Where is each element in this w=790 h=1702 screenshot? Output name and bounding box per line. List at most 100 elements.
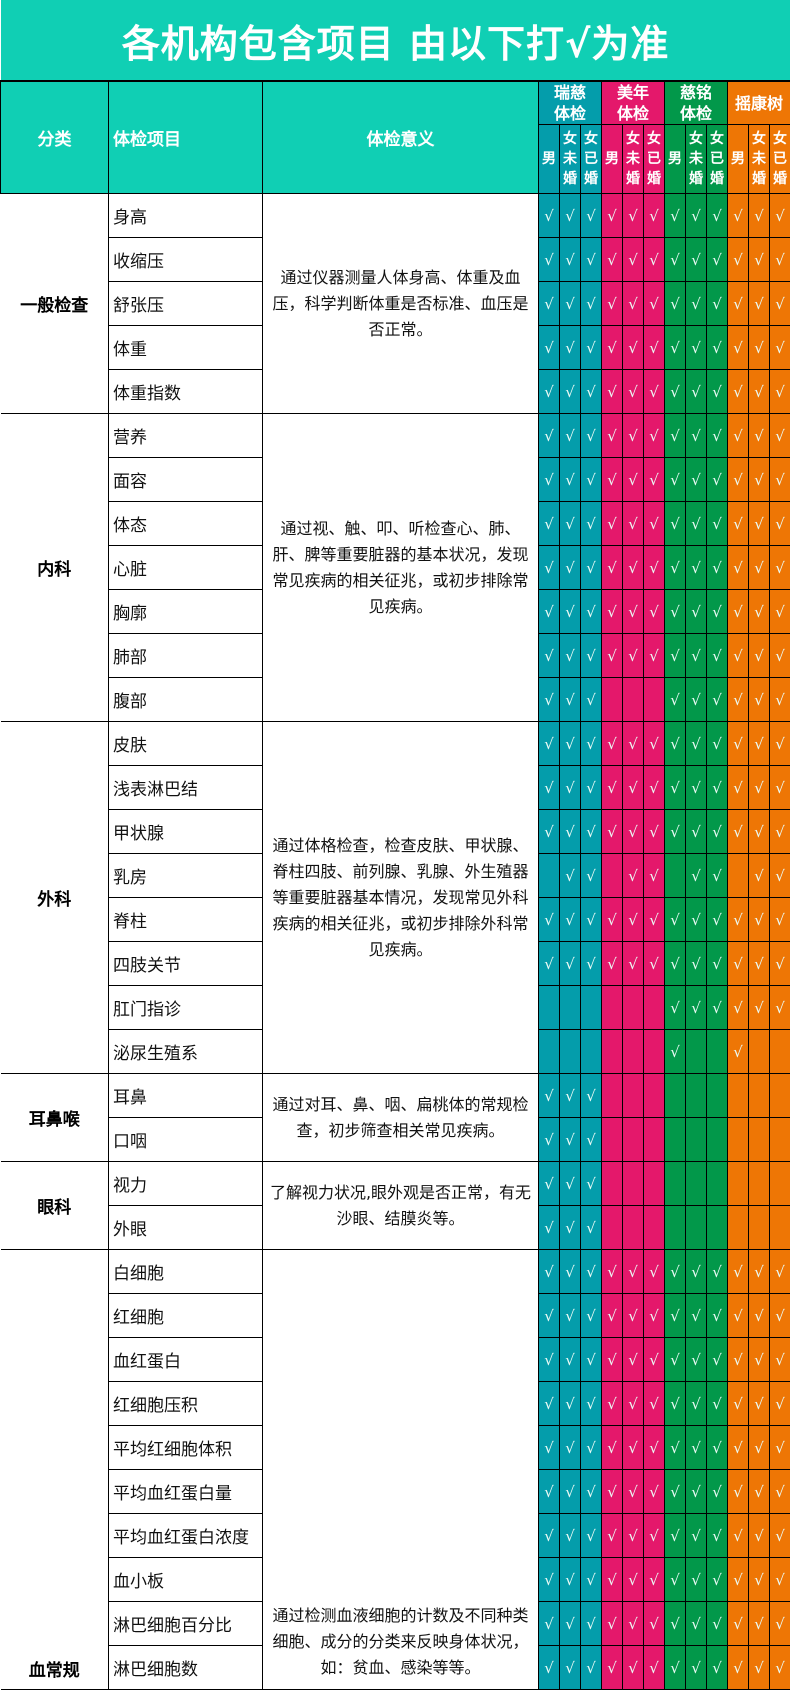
- check-cell: √: [706, 1425, 728, 1470]
- check-cell: √: [538, 765, 560, 810]
- item-name: 脊柱: [108, 897, 263, 942]
- check-cell: √: [748, 545, 770, 590]
- check-cell: √: [601, 809, 623, 854]
- check-cell: √: [538, 897, 560, 942]
- table-row: 体态 √ √ √ √ √ √ √ √ √ √ √ √: [1, 501, 790, 546]
- check-cell: √: [559, 589, 581, 634]
- check-cell: √: [559, 325, 581, 370]
- check-cell: √: [664, 1645, 686, 1690]
- check-cell: √: [685, 897, 707, 942]
- table-row: 外眼 √ √ √: [1, 1205, 790, 1250]
- subheader-label: 女已婚: [584, 131, 598, 187]
- check-cell: √: [706, 1557, 728, 1602]
- check-cell: √: [706, 325, 728, 370]
- check-cell: √: [643, 1293, 665, 1338]
- check-cell: √: [768, 1293, 790, 1338]
- check-cell: √: [768, 1381, 790, 1426]
- check-cell: √: [685, 633, 707, 678]
- table-row: 乳房 √ √ √ √ √ √ √ √: [1, 853, 790, 898]
- item-name: 平均红细胞体积: [108, 1425, 263, 1470]
- item-name: 口咽: [108, 1117, 263, 1162]
- check-cell: √: [768, 193, 790, 238]
- check-cell: √: [643, 1425, 665, 1470]
- check-cell: [601, 1073, 623, 1118]
- check-cell: √: [559, 237, 581, 282]
- check-cell: √: [538, 369, 560, 414]
- table-row: 血小板 √ √ √ √ √ √ √ √ √ √ √ √: [1, 1557, 790, 1602]
- item-name: 收缩压: [108, 237, 263, 282]
- check-cell: [643, 1117, 665, 1162]
- check-cell: √: [664, 1469, 686, 1514]
- check-cell: √: [643, 721, 665, 766]
- check-cell: √: [580, 1249, 602, 1294]
- check-cell: √: [748, 765, 770, 810]
- check-cell: [727, 853, 749, 898]
- check-cell: √: [538, 1205, 560, 1250]
- check-cell: √: [664, 1337, 686, 1382]
- check-cell: [706, 1161, 728, 1206]
- subheader: 男: [601, 124, 623, 194]
- check-cell: √: [601, 721, 623, 766]
- check-cell: √: [706, 457, 728, 502]
- check-cell: √: [601, 237, 623, 282]
- check-cell: √: [622, 237, 644, 282]
- table-row: 体重指数 √ √ √ √ √ √ √ √ √ √ √ √: [1, 369, 790, 414]
- check-cell: √: [768, 325, 790, 370]
- check-cell: [706, 1205, 728, 1250]
- check-cell: [601, 853, 623, 898]
- check-cell: √: [580, 721, 602, 766]
- check-cell: √: [643, 545, 665, 590]
- check-cell: √: [580, 237, 602, 282]
- table-row: 耳鼻喉 耳鼻 通过对耳、鼻、咽、扁桃体的常规检查，初步筛查相关常见疾病。 √ √ √: [0, 1073, 790, 1162]
- check-cell: √: [643, 1513, 665, 1558]
- check-cell: √: [538, 589, 560, 634]
- check-cell: [664, 1161, 686, 1206]
- check-cell: [685, 1073, 707, 1118]
- table-row: 红细胞 √ √ √ √ √ √ √ √ √ √ √ √: [1, 1293, 790, 1338]
- check-cell: √: [706, 897, 728, 942]
- item-name: 视力: [108, 1161, 263, 1206]
- check-cell: √: [538, 1249, 560, 1294]
- check-cell: √: [601, 325, 623, 370]
- check-cell: √: [643, 589, 665, 634]
- check-cell: [706, 1073, 728, 1118]
- item-name: 身高: [108, 193, 263, 238]
- check-cell: √: [664, 545, 686, 590]
- check-cell: √: [685, 501, 707, 546]
- check-cell: [643, 1029, 665, 1074]
- check-cell: √: [727, 1513, 749, 1558]
- check-cell: √: [727, 193, 749, 238]
- check-cell: √: [580, 501, 602, 546]
- check-cell: √: [664, 721, 686, 766]
- check-cell: [601, 1029, 623, 1074]
- check-cell: √: [685, 1249, 707, 1294]
- check-cell: √: [748, 1293, 770, 1338]
- check-cell: √: [622, 1249, 644, 1294]
- check-cell: √: [622, 1425, 644, 1470]
- check-cell: √: [559, 193, 581, 238]
- check-cell: √: [622, 1469, 644, 1514]
- check-cell: √: [643, 765, 665, 810]
- check-cell: √: [706, 941, 728, 986]
- check-cell: √: [706, 1469, 728, 1514]
- check-cell: √: [559, 1337, 581, 1382]
- check-cell: √: [727, 1469, 749, 1514]
- check-cell: √: [643, 457, 665, 502]
- check-cell: √: [580, 1117, 602, 1162]
- table-row: 脊柱 √ √ √ √ √ √ √ √ √ √ √ √: [1, 897, 790, 942]
- check-cell: √: [664, 1557, 686, 1602]
- check-cell: √: [559, 281, 581, 326]
- check-cell: [559, 985, 581, 1030]
- item-name: 淋巴细胞数: [108, 1645, 263, 1690]
- check-cell: [664, 1073, 686, 1118]
- check-cell: √: [580, 545, 602, 590]
- check-cell: √: [685, 941, 707, 986]
- check-cell: √: [768, 1601, 790, 1646]
- check-cell: √: [768, 897, 790, 942]
- check-cell: √: [643, 897, 665, 942]
- check-cell: √: [622, 897, 644, 942]
- check-cell: √: [768, 237, 790, 282]
- check-cell: √: [748, 1645, 770, 1690]
- check-cell: √: [538, 1645, 560, 1690]
